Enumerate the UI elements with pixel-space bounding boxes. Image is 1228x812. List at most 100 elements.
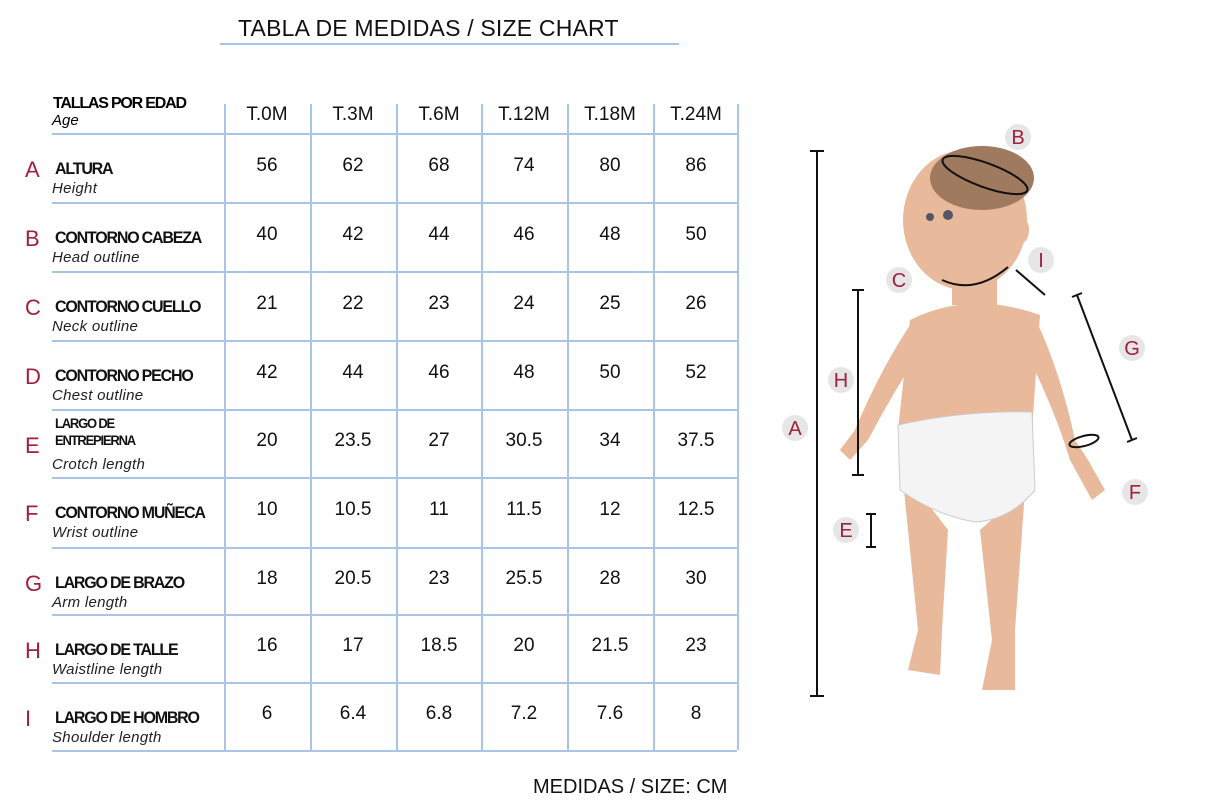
table-cell: 40	[256, 223, 278, 245]
table-cell: 42	[256, 361, 278, 383]
table-cell: 26	[685, 292, 707, 314]
table-cell: 25	[599, 292, 621, 314]
row-letter: D	[25, 364, 41, 389]
row-label-en: Arm length	[52, 594, 128, 611]
table-cell: 8	[690, 703, 702, 724]
marker-badge-i: I	[1028, 247, 1054, 273]
marker-badge-c: C	[886, 267, 912, 293]
marker-letter: G	[1124, 338, 1140, 360]
size-column-header: T.18M	[584, 104, 636, 125]
grid-vline	[567, 104, 569, 750]
table-cell: 6	[261, 703, 273, 724]
row-label-en: Shoulder length	[52, 729, 162, 746]
table-cell: 12	[599, 499, 621, 520]
row-label-en: Crotch length	[52, 456, 146, 473]
table-cell: 48	[513, 361, 535, 383]
table-cell: 62	[342, 154, 364, 176]
grid-vline	[310, 104, 312, 750]
table-cell: 12.5	[677, 499, 715, 520]
row-label-en: Waistline length	[52, 661, 163, 678]
marker-badge-g: G	[1119, 335, 1145, 361]
table-cell: 56	[256, 154, 278, 176]
row-label-en: Height	[52, 180, 98, 197]
row-letter: E	[25, 433, 40, 458]
marker-badge-e: E	[833, 517, 859, 543]
size-column-header: T.3M	[332, 104, 374, 125]
table-cell: 6.8	[425, 703, 453, 724]
table-cell: 80	[599, 154, 621, 176]
table-cell: 50	[685, 223, 707, 245]
table-cell: 11	[429, 499, 449, 520]
grid-vline	[224, 104, 226, 750]
table-cell: 23	[685, 635, 707, 656]
marker-badge-h: H	[828, 367, 854, 393]
table-cell: 7.2	[510, 703, 538, 724]
table-cell: 34	[599, 430, 621, 451]
row-label: CONTORNO CUELLO	[55, 298, 201, 317]
row-letter: A	[25, 157, 40, 182]
grid-vline	[653, 104, 655, 750]
grid-hline	[52, 409, 737, 411]
table-cell: 28	[599, 567, 621, 589]
size-column-header: T.12M	[498, 104, 550, 125]
marker-letter: H	[834, 370, 848, 392]
header-label: TALLAS POR EDAD	[53, 95, 187, 112]
grid-hline	[52, 133, 737, 135]
row-label: LARGO DE TALLE	[55, 641, 179, 660]
grid-hline	[52, 614, 737, 616]
marker-badge-a: A	[782, 415, 808, 441]
grid-hline	[52, 547, 737, 549]
row-label: LARGO DE	[55, 415, 115, 432]
marker-badge-f: F	[1122, 479, 1148, 505]
row-label-en: Neck outline	[52, 318, 139, 335]
table-cell: 86	[685, 154, 707, 176]
row-label: LARGO DE BRAZO	[55, 574, 185, 593]
grid-vline	[737, 104, 739, 750]
row-letter: C	[25, 295, 41, 320]
table-cell: 46	[513, 223, 535, 245]
marker-letter: B	[1011, 127, 1024, 149]
table-cell: 18	[256, 567, 278, 589]
table-cell: 10	[256, 499, 278, 520]
table-cell: 30	[685, 567, 707, 589]
row-letter: I	[25, 706, 32, 731]
table-cell: 30.5	[505, 430, 543, 451]
row-letter: B	[25, 226, 40, 251]
title-underline	[220, 43, 679, 45]
row-label: CONTORNO CABEZA	[55, 229, 202, 248]
grid-hline	[52, 271, 737, 273]
table-cell: 11.5	[506, 499, 542, 520]
row-label-en: Head outline	[52, 249, 140, 266]
table-cell: 24	[513, 292, 535, 314]
measurement-lines	[810, 150, 1138, 697]
table-cell: 18.5	[420, 635, 458, 656]
grid-vline	[396, 104, 398, 750]
grid-hline	[52, 477, 737, 479]
table-cell: 16	[256, 635, 278, 656]
table-cell: 25.5	[505, 567, 543, 589]
row-label-en: Chest outline	[52, 387, 144, 404]
table-cell: 74	[513, 154, 535, 176]
row-letter: H	[25, 638, 41, 663]
header-label-en: Age	[52, 112, 79, 129]
row-label: CONTORNO PECHO	[55, 367, 194, 386]
table-cell: 68	[428, 154, 450, 176]
table-cell: 23	[428, 567, 450, 589]
table-cell: 21.5	[591, 635, 629, 656]
marker-letter: I	[1038, 250, 1044, 272]
marker-letter: A	[788, 418, 802, 440]
row-label-en: Wrist outline	[52, 524, 139, 541]
table-cell: 21	[256, 292, 278, 314]
size-column-header: T.0M	[246, 104, 288, 125]
table-cell: 50	[599, 361, 621, 383]
grid-hline	[52, 682, 737, 684]
table-cell: 23.5	[334, 430, 372, 451]
table-cell: 22	[342, 292, 364, 314]
table-cell: 44	[342, 361, 364, 383]
units-note: MEDIDAS / SIZE: CM	[533, 776, 728, 798]
row-letter: F	[25, 501, 39, 526]
marker-badge-b: B	[1005, 124, 1031, 150]
table-cell: 37.5	[677, 430, 715, 451]
table-cell: 17	[342, 635, 364, 656]
table-cell: 48	[599, 223, 621, 245]
